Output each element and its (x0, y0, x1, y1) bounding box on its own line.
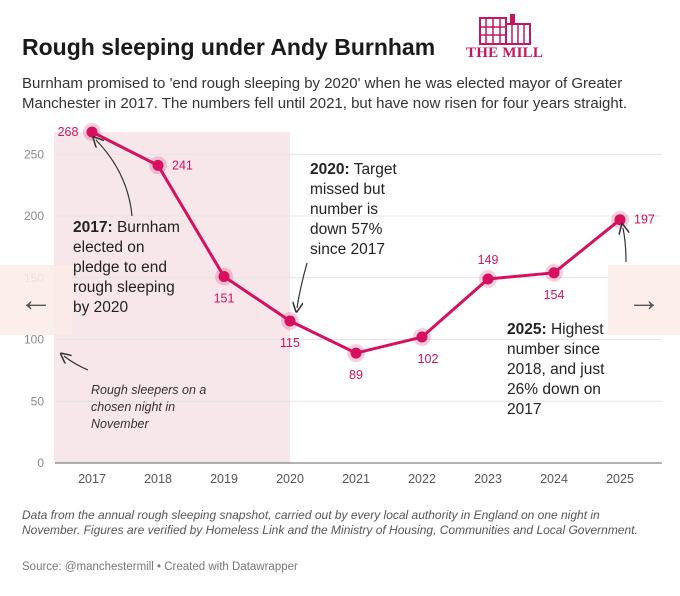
the-mill-logo-icon (479, 14, 531, 45)
data-point (350, 347, 362, 359)
data-label: 241 (172, 158, 193, 172)
source-line: Source: @manchestermill • Created with D… (22, 561, 298, 573)
data-point (614, 214, 626, 226)
data-label: 268 (58, 125, 79, 139)
arrow-2025 (623, 228, 626, 263)
x-tick-label: 2017 (78, 472, 106, 486)
annotation-2017: 2017: Burnham elected on pledge to end r… (73, 219, 180, 316)
x-tick-label: 2022 (408, 472, 436, 486)
annotation-arrows (64, 140, 626, 371)
x-tick-label: 2021 (342, 472, 370, 486)
arrow-2017 (96, 140, 133, 217)
data-label: 115 (280, 336, 300, 350)
data-label: 151 (214, 292, 235, 306)
arrow-right-icon: → (627, 280, 661, 319)
data-point (86, 126, 98, 138)
data-point (416, 331, 428, 343)
y-tick-label: 200 (24, 209, 44, 223)
data-point (284, 315, 296, 327)
logo-text: THE MILL (466, 45, 544, 61)
annotation-2025: 2025: Highest number since 2018, and jus… (507, 321, 605, 418)
x-tick-label: 2025 (606, 472, 634, 486)
chart-title: Rough sleeping under Andy Burnham (22, 34, 436, 60)
annotation-note: Rough sleepers on a chosen night in Nove… (91, 383, 207, 431)
arrow-left-icon: ← (19, 280, 53, 319)
data-label: 149 (478, 253, 499, 267)
arrow-note (64, 356, 89, 371)
x-tick-label: 2020 (276, 472, 304, 486)
arrow-2020 (297, 262, 308, 308)
data-point (152, 159, 164, 171)
y-tick-label: 0 (37, 456, 44, 470)
y-tick-label: 100 (24, 333, 44, 347)
x-tick-label: 2024 (540, 472, 568, 486)
footnote: Data from the annual rough sleeping snap… (22, 508, 638, 537)
data-label: 154 (544, 288, 565, 302)
data-point (548, 267, 560, 279)
data-label: 89 (349, 368, 363, 382)
data-label: 197 (634, 213, 655, 227)
y-tick-label: 50 (31, 394, 45, 408)
x-tick-label: 2023 (474, 472, 502, 486)
x-tick-label: 2019 (210, 472, 238, 486)
data-label: 102 (418, 352, 439, 366)
y-tick-label: 250 (24, 147, 44, 161)
grid-lines (55, 153, 662, 402)
data-labels: 268 241 151 115 89 102 149 154 197 (58, 125, 655, 382)
annotation-2020: 2020: Target missed but number is down 5… (310, 161, 397, 258)
data-point (482, 273, 494, 285)
x-axis-labels: 2017 2018 2019 2020 2021 2022 2023 2024 2025 (78, 472, 634, 486)
previous-arrow-button[interactable]: ← (0, 265, 72, 335)
data-point (218, 271, 230, 283)
chart-subtitle: Burnham promised to 'end rough sleeping … (22, 75, 628, 112)
next-arrow-button[interactable]: → (608, 265, 680, 335)
x-tick-label: 2018 (144, 472, 172, 486)
